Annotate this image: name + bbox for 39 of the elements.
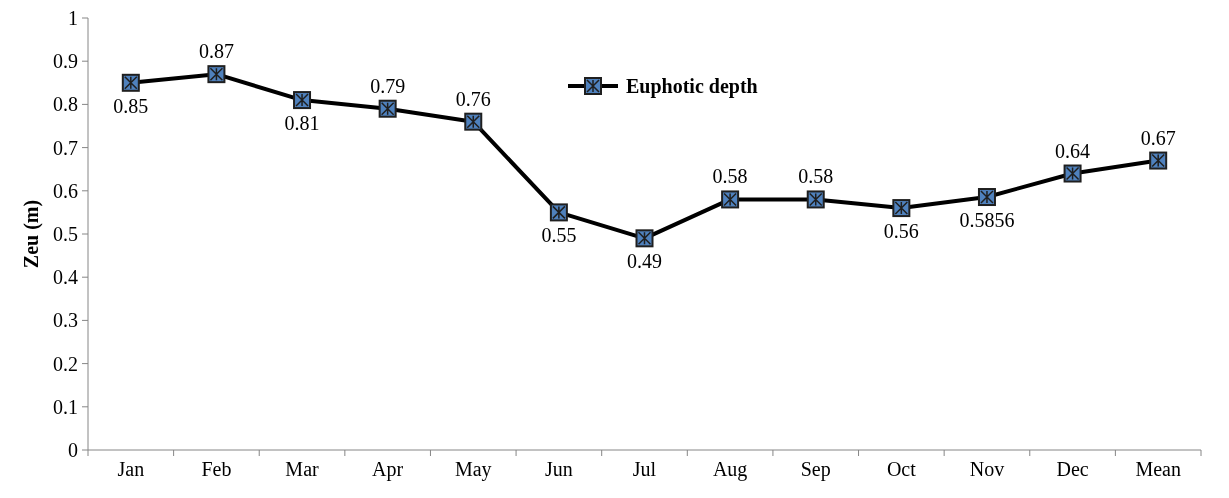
legend-label: Euphotic depth — [626, 75, 758, 98]
y-tick-label: 0.5 — [53, 223, 78, 245]
x-tick-label: Oct — [886, 458, 917, 480]
data-label: 0.64 — [1055, 139, 1091, 162]
y-tick-label: 0 — [68, 439, 78, 461]
data-label: 0.58 — [798, 165, 834, 188]
data-label: 0.49 — [627, 250, 662, 273]
y-tick-label: 0.8 — [53, 93, 78, 116]
data-label: 0.87 — [198, 40, 234, 63]
y-axis-title: Zeu (m) — [20, 199, 43, 269]
data-label: 0.85 — [113, 94, 149, 117]
data-label: 0.56 — [883, 220, 919, 243]
x-tick-label: Jan — [117, 458, 145, 480]
x-tick-label: Feb — [201, 458, 232, 480]
y-tick-label: 0.2 — [53, 352, 78, 375]
x-tick-label: Nov — [969, 458, 1005, 480]
data-label: 0.58 — [712, 165, 748, 188]
data-label: 0.5856 — [959, 209, 1015, 232]
data-label: 0.67 — [1140, 126, 1176, 149]
x-tick-label: Aug — [712, 458, 748, 481]
y-tick-label: 1 — [68, 7, 78, 29]
data-label: 0.76 — [455, 87, 491, 110]
y-tick-label: 0.3 — [53, 309, 78, 332]
x-tick-label: Sep — [800, 458, 831, 481]
y-tick-label: 0.6 — [53, 179, 78, 202]
data-label: 0.81 — [284, 112, 320, 135]
y-tick-label: 0.1 — [53, 395, 78, 418]
y-tick-label: 0.9 — [53, 50, 78, 73]
x-tick-label: Jul — [632, 458, 657, 480]
x-tick-label: Apr — [372, 458, 404, 481]
y-tick-label: 0.7 — [53, 136, 78, 159]
y-tick-label: 0.4 — [53, 266, 78, 289]
x-tick-label: Mar — [285, 458, 320, 480]
x-tick-label: Mean — [1135, 458, 1181, 480]
data-label: 0.55 — [541, 224, 577, 247]
x-tick-label: Dec — [1056, 458, 1089, 480]
data-label: 0.79 — [370, 74, 406, 97]
x-tick-label: Jun — [544, 458, 573, 480]
x-tick-label: May — [454, 458, 492, 481]
